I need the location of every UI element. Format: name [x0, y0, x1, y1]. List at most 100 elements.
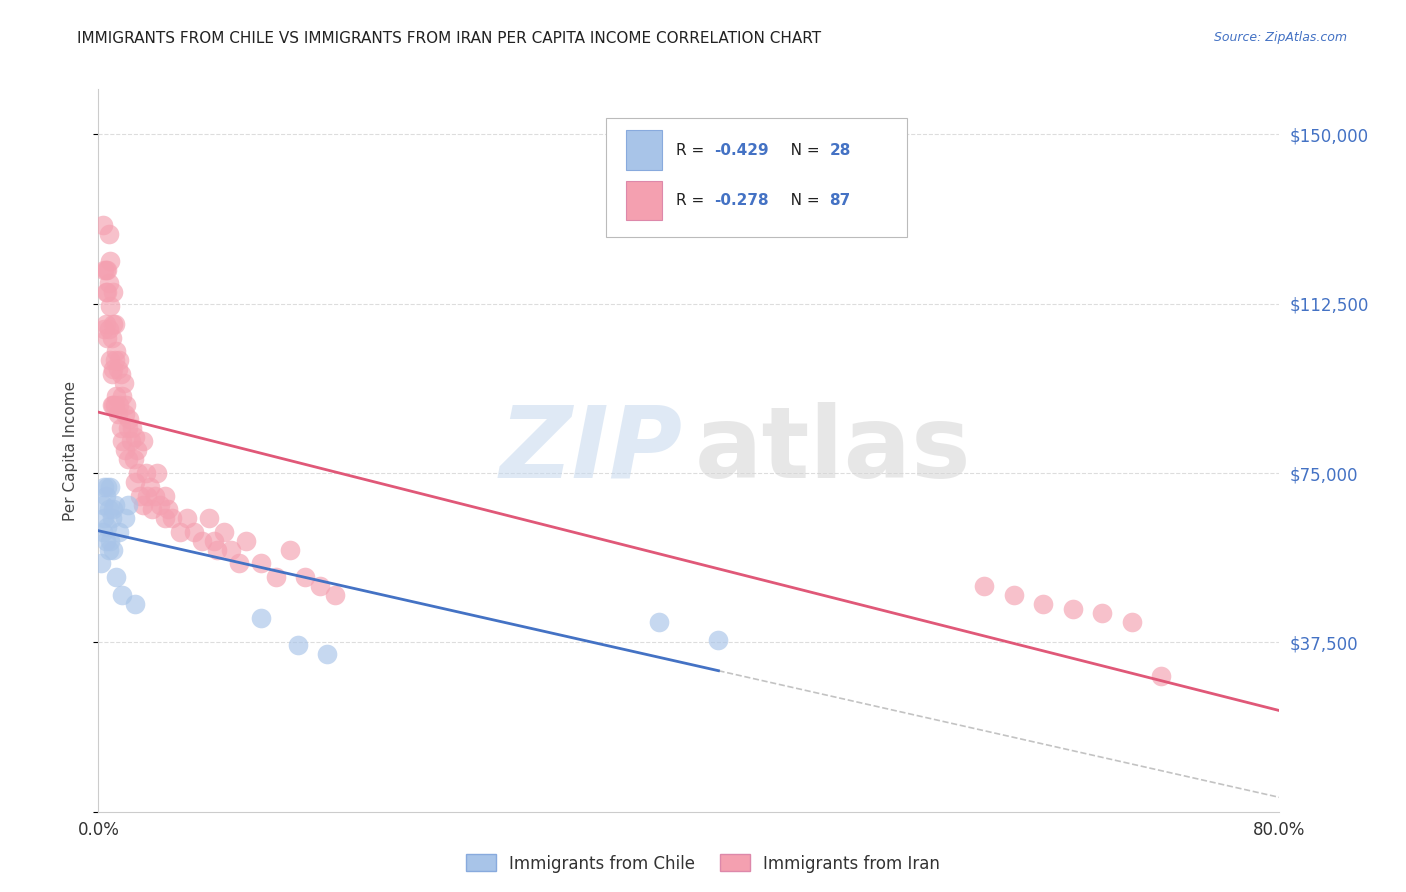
- Point: [212, 524, 235, 539]
- Point: [98, 533, 121, 548]
- Point: [250, 557, 273, 571]
- Point: [183, 524, 205, 539]
- Text: -0.429: -0.429: [714, 143, 768, 158]
- Point: [98, 353, 121, 368]
- Point: [110, 421, 132, 435]
- Point: [648, 615, 671, 629]
- Text: atlas: atlas: [695, 402, 972, 499]
- Text: R =: R =: [676, 193, 709, 208]
- Point: [1062, 601, 1084, 615]
- Point: [287, 638, 309, 652]
- Point: [91, 218, 114, 232]
- Point: [139, 480, 162, 494]
- Point: [124, 475, 146, 489]
- Point: [96, 520, 118, 534]
- Text: R =: R =: [676, 143, 709, 158]
- Point: [103, 542, 125, 557]
- Point: [264, 570, 287, 584]
- Point: [117, 498, 139, 512]
- Point: [111, 588, 134, 602]
- Point: [93, 480, 115, 494]
- Point: [153, 489, 176, 503]
- Point: [98, 480, 121, 494]
- Text: 87: 87: [830, 193, 851, 208]
- Point: [176, 511, 198, 525]
- Point: [707, 633, 730, 648]
- FancyBboxPatch shape: [626, 180, 662, 220]
- Point: [96, 480, 118, 494]
- Point: [107, 407, 129, 421]
- Y-axis label: Per Capita Income: Per Capita Income: [63, 380, 77, 521]
- Point: [100, 367, 122, 381]
- Point: [146, 466, 169, 480]
- Point: [135, 466, 157, 480]
- Point: [107, 362, 129, 376]
- Point: [104, 317, 127, 331]
- Point: [111, 389, 134, 403]
- Point: [94, 533, 117, 548]
- Point: [94, 489, 117, 503]
- Point: [1150, 669, 1173, 683]
- Point: [250, 610, 273, 624]
- Point: [108, 524, 131, 539]
- Point: [121, 421, 143, 435]
- Point: [90, 557, 112, 571]
- Point: [103, 398, 125, 412]
- Point: [128, 489, 150, 503]
- Point: [91, 498, 114, 512]
- Point: [124, 430, 146, 444]
- Point: [93, 321, 115, 335]
- Point: [110, 367, 132, 381]
- Point: [235, 533, 257, 548]
- Point: [98, 299, 121, 313]
- Point: [97, 321, 120, 335]
- Point: [94, 262, 117, 277]
- Point: [153, 511, 176, 525]
- Point: [1032, 597, 1054, 611]
- Point: [104, 398, 127, 412]
- Text: 28: 28: [830, 143, 851, 158]
- Point: [198, 511, 221, 525]
- Point: [118, 412, 141, 426]
- Point: [132, 498, 155, 512]
- Point: [105, 344, 128, 359]
- Point: [125, 443, 148, 458]
- Point: [132, 434, 155, 449]
- Point: [114, 511, 136, 525]
- Point: [93, 511, 115, 525]
- Point: [127, 466, 149, 480]
- Point: [108, 353, 131, 368]
- Text: N =: N =: [776, 143, 825, 158]
- Point: [191, 533, 214, 548]
- Point: [143, 489, 166, 503]
- Point: [105, 389, 128, 403]
- Point: [93, 262, 115, 277]
- Point: [228, 557, 250, 571]
- Point: [120, 434, 142, 449]
- Point: [94, 285, 117, 300]
- Point: [104, 498, 127, 512]
- FancyBboxPatch shape: [626, 130, 662, 169]
- Point: [114, 443, 136, 458]
- Point: [280, 542, 302, 557]
- Point: [221, 542, 243, 557]
- Point: [136, 489, 159, 503]
- Text: ZIP: ZIP: [501, 402, 683, 499]
- Point: [98, 253, 121, 268]
- Point: [1091, 606, 1114, 620]
- Legend: Immigrants from Chile, Immigrants from Iran: Immigrants from Chile, Immigrants from I…: [460, 847, 946, 880]
- Point: [1002, 588, 1025, 602]
- Point: [97, 542, 120, 557]
- FancyBboxPatch shape: [606, 118, 907, 237]
- Point: [103, 362, 125, 376]
- Point: [97, 227, 120, 241]
- Point: [117, 452, 139, 467]
- Point: [105, 570, 128, 584]
- Point: [309, 579, 332, 593]
- Point: [156, 502, 179, 516]
- Point: [115, 398, 138, 412]
- Text: N =: N =: [776, 193, 825, 208]
- Point: [114, 407, 136, 421]
- Point: [108, 398, 131, 412]
- Point: [112, 376, 135, 390]
